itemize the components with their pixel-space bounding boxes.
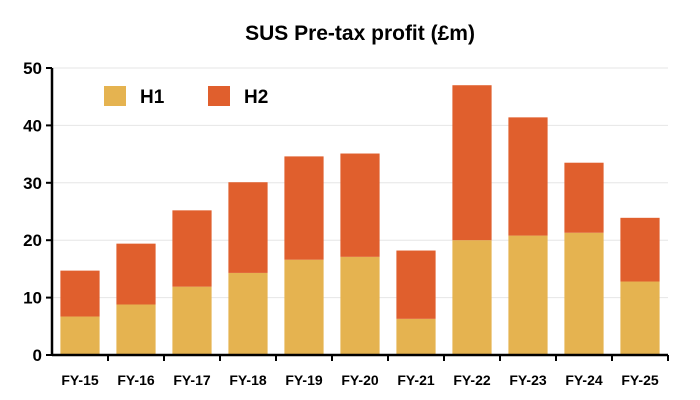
- legend: H1 H2: [104, 86, 268, 108]
- x-tick-label: FY-15: [61, 372, 99, 388]
- bar-h1-fy-22: [452, 240, 492, 355]
- y-tick-label: 40: [23, 116, 42, 135]
- legend-swatch-h2: [208, 86, 230, 106]
- x-tick-label: FY-19: [285, 372, 323, 388]
- bar-h1-fy-17: [172, 286, 212, 355]
- y-tick-label: 30: [23, 174, 42, 193]
- y-axis-ticks: 0 10 20 30 40 50: [23, 59, 52, 365]
- bar-h2-fy-19: [284, 156, 324, 260]
- bar-h1-fy-24: [564, 232, 604, 355]
- bar-h1-fy-20: [340, 256, 380, 355]
- bar-h2-fy-21: [396, 250, 436, 319]
- x-axis-ticks: FY-15 FY-16 FY-17 FY-18 FY-19 FY-20 FY-21 FY-22…: [61, 355, 669, 388]
- bar-h2-fy-17: [172, 210, 212, 287]
- x-tick-label: FY-23: [509, 372, 547, 388]
- bar-h2-fy-15: [60, 270, 100, 317]
- bar-h2-fy-18: [228, 182, 268, 273]
- bar-h1-fy-25: [620, 281, 660, 355]
- legend-swatch-h1: [104, 86, 126, 106]
- legend-label-h2: H2: [244, 87, 268, 108]
- bar-h2-fy-16: [116, 243, 156, 305]
- x-tick-label: FY-22: [453, 372, 491, 388]
- bar-h2-fy-24: [564, 162, 604, 233]
- bar-h1-fy-19: [284, 259, 324, 355]
- bars: [60, 85, 660, 355]
- bar-h2-fy-20: [340, 153, 380, 257]
- x-tick-label: FY-21: [397, 372, 435, 388]
- x-tick-label: FY-24: [565, 372, 603, 388]
- bar-h1-fy-23: [508, 235, 548, 355]
- x-tick-label: FY-16: [117, 372, 155, 388]
- x-tick-label: FY-25: [621, 372, 659, 388]
- x-tick-label: FY-20: [341, 372, 379, 388]
- y-tick-label: 10: [23, 289, 42, 308]
- bar-h1-fy-15: [60, 316, 100, 355]
- bar-h1-fy-18: [228, 272, 268, 355]
- legend-label-h1: H1: [140, 87, 165, 108]
- x-tick-label: FY-18: [229, 372, 267, 388]
- bar-h2-fy-23: [508, 117, 548, 236]
- bar-h1-fy-16: [116, 304, 156, 355]
- y-tick-label: 0: [33, 346, 42, 365]
- bar-h2-fy-25: [620, 217, 660, 282]
- x-tick-label: FY-17: [173, 372, 211, 388]
- bar-h1-fy-21: [396, 318, 436, 355]
- y-tick-label: 50: [23, 59, 42, 78]
- chart-title: SUS Pre-tax profit (£m): [245, 22, 475, 45]
- y-tick-label: 20: [23, 231, 42, 250]
- bar-h2-fy-22: [452, 85, 492, 241]
